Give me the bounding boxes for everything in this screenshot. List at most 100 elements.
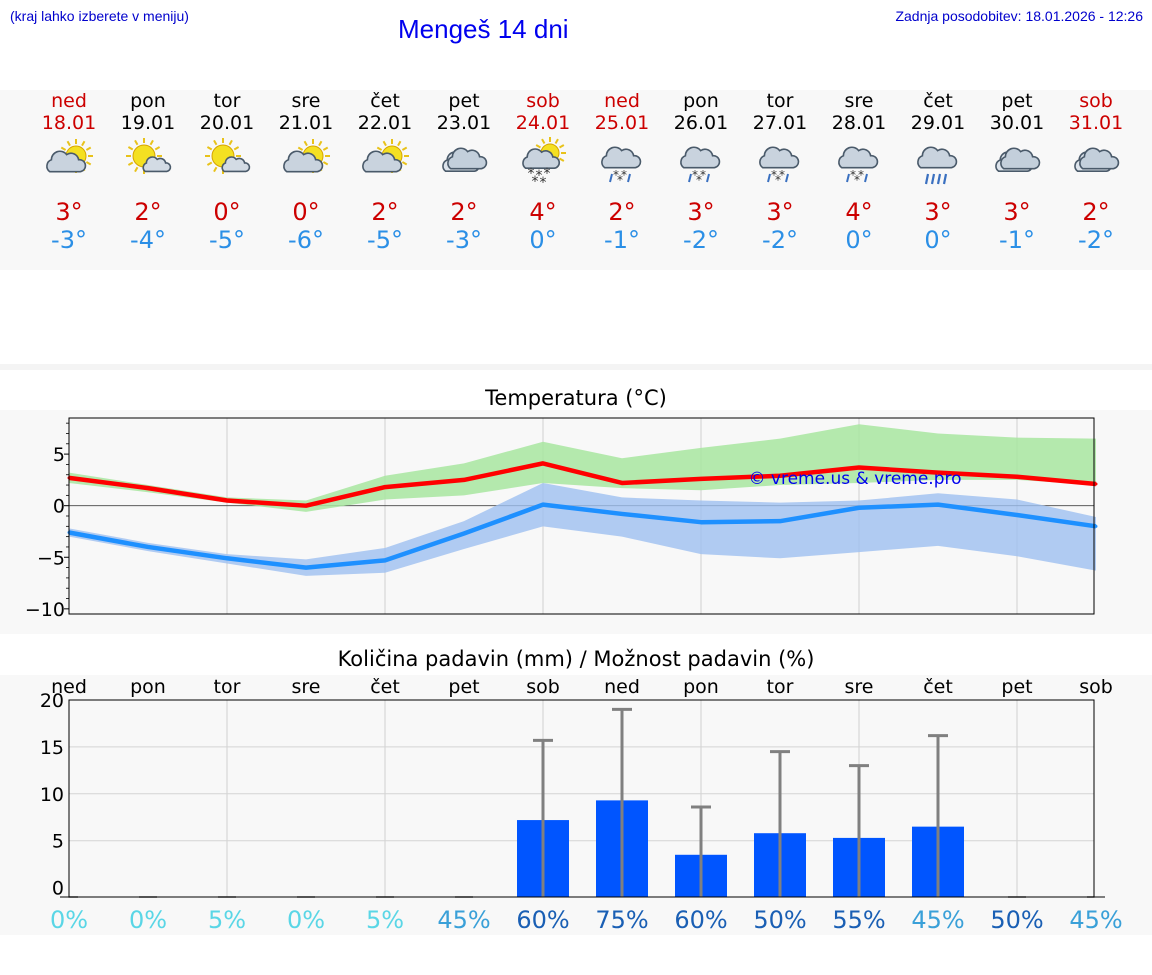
sun-ray [401,146,408,151]
precip-day-label: ned [51,676,87,698]
precip-day-label: tor [767,676,794,698]
forecast-day-name: sob [526,90,560,112]
rain-drop [706,173,710,183]
max-temp-point [146,486,150,490]
min-temp-point [936,503,940,507]
forecast-max-temp: 0° [292,198,319,226]
sun-ray [535,144,541,149]
max-temp-point [304,504,308,508]
forecast-date: 22.01 [358,112,412,134]
forecast-min-temp: -3° [51,226,87,254]
forecast-min-temp: -5° [209,226,245,254]
cloud-snow-icon: * ** [680,146,721,187]
min-temp-point [304,566,308,570]
cloud-rain-icon [917,146,958,185]
forecast-day-name: pon [130,90,166,112]
snow-flake: * [850,168,856,182]
sun-ray [297,146,304,151]
snow-flake: * [544,166,551,182]
plot-frame [68,699,1095,898]
forecast-min-temp: -5° [367,226,403,254]
max-temp-point [857,466,861,470]
rain-drop [609,173,613,183]
forecast-max-temp: 3° [766,198,793,226]
forecast-date: 20.01 [200,112,254,134]
temperature-title: Temperatura (°C) [485,386,667,410]
forecast-min-temp: -2° [683,226,719,254]
sun-ray [401,161,408,166]
precip-day-label: sre [292,676,321,698]
forecast-date: 26.01 [674,112,728,134]
max-temp-point [383,485,387,489]
sun-ray [127,161,134,166]
partly-cloudy-icon [362,139,409,173]
precip-probability: 0% [50,906,88,934]
forecast-min-temp: -6° [288,226,324,254]
y-tick-label: 0 [53,496,65,518]
forecast-date: 23.01 [437,112,491,134]
forecast-max-temp: 4° [529,198,556,226]
mostly-sunny-icon [126,138,172,174]
sun-ray [397,140,402,147]
sun-ray [559,157,565,162]
y-tick-label: 15 [40,737,64,759]
cloud-shape [221,156,251,173]
sun-ray [228,139,233,146]
precip-day-label: ned [604,676,640,698]
snow-flake: * [854,173,860,187]
rain-drop [924,173,930,185]
sun-cloud-snow-icon: * * ** * [522,137,566,191]
min-temp-point [1094,524,1098,528]
forecast-day-name: sob [1079,90,1113,112]
cloud-shape [1000,147,1041,170]
precip-probability: 0% [287,906,325,934]
y-tick-label: −5 [37,547,65,569]
sun-ray [127,146,134,151]
min-temp-point [778,519,782,523]
precip-day-label: pet [1001,676,1032,698]
precip-probability: 45% [437,906,490,934]
sun-ray [559,144,565,149]
rain-drop [846,173,850,183]
cloud-shape [283,150,324,173]
forecast-band [0,90,1152,270]
sun-ray [233,146,240,151]
forecast-max-temp: 2° [450,198,477,226]
forecast-date: 30.01 [990,112,1044,134]
y-tick-label: −10 [25,599,65,621]
forecast-min-temp: -2° [1078,226,1114,254]
forecast-max-temp: 4° [845,198,872,226]
min-temp-point [1015,513,1019,517]
snow-flake: * [536,168,543,184]
min-temp-point [857,506,861,510]
forecast-max-temp: 2° [1082,198,1109,226]
sun-ray [149,139,154,146]
sun-ray [206,146,213,151]
forecast-date: 25.01 [595,112,649,134]
forecast-max-temp: 3° [1003,198,1030,226]
forecast-min-temp: 0° [845,226,872,254]
cloud-shape [362,150,403,173]
precipitation-chart: 20 15 10 5 0 ned pon tor sre čet pet sob ned pon tor sr… [40,676,1123,934]
precip-probability: 5% [208,906,246,934]
cloudy-icon [442,147,488,172]
partly-cloudy-icon [283,139,330,173]
forecast-min-temp: 0° [529,226,556,254]
cloud-shape [601,146,642,169]
forecast-day-name: pet [448,90,479,112]
rain-drop [930,173,936,185]
snow-flake: * [775,173,781,187]
min-temp-point [699,520,703,524]
cloud-snow-icon: * ** [759,146,800,187]
precip-probability: 5% [366,906,404,934]
forecast-max-temp: 2° [371,198,398,226]
min-temp-point [462,532,466,536]
rain-drop [767,173,771,183]
sun-ray [322,161,329,166]
precip-day-label: pon [130,676,166,698]
cloud-shape [838,146,879,169]
y-tick-label: 5 [52,831,64,853]
sun-ray [541,138,546,144]
divider [0,364,1152,370]
precip-probability: 50% [753,906,806,934]
